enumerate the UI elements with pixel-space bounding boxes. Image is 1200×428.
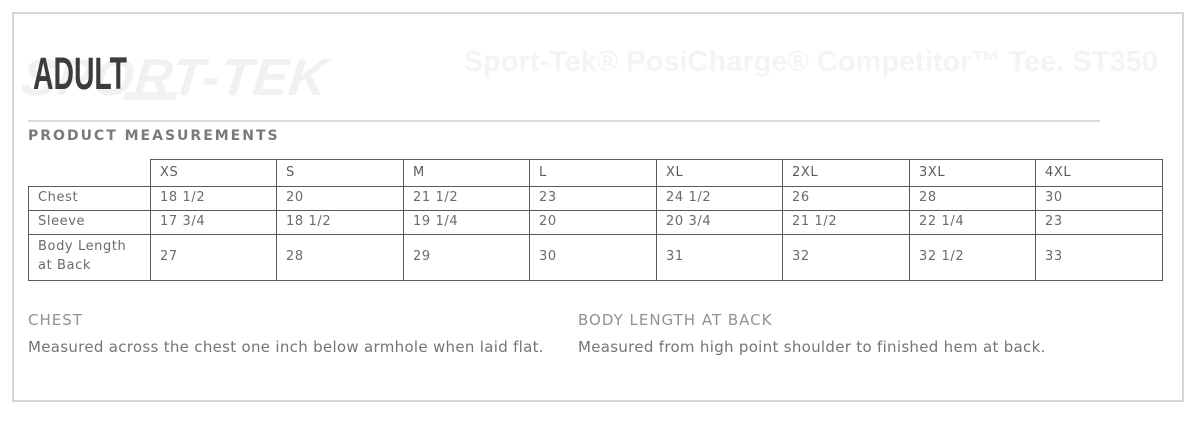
measurement-cell: 32 — [782, 233, 910, 281]
product-title-watermark: Sport-Tek® PosiCharge® Competitor™ Tee. … — [463, 46, 1158, 78]
size-column-header: XS — [150, 159, 277, 187]
definition-chest: CHEST Measured across the chest one inch… — [28, 311, 558, 356]
sport-tek-watermark-tagline-bar — [122, 92, 178, 100]
section-label-adult: ADULT — [33, 48, 127, 99]
measurement-cell: 31 — [656, 233, 783, 281]
measurement-cell: 22 1/4 — [909, 209, 1036, 235]
measurement-cell: 28 — [276, 233, 404, 281]
measurement-cell: 32 1/2 — [909, 233, 1036, 281]
definition-term: CHEST — [28, 311, 83, 329]
definition-description: Measured from high point shoulder to fin… — [578, 338, 1046, 356]
measurement-cell: 26 — [782, 186, 910, 211]
size-column-header: L — [529, 159, 657, 187]
table-row-chest: Chest 18 1/2 20 21 1/2 23 24 1/2 26 28 3… — [28, 186, 1163, 211]
measurement-cell: 18 1/2 — [276, 209, 404, 235]
size-chart-table: XS S M L XL 2XL 3XL 4XL Chest 18 1/2 20 … — [28, 159, 1163, 281]
row-label: Chest — [28, 186, 151, 211]
measurement-cell: 30 — [1035, 186, 1163, 211]
measurement-cell: 23 — [529, 186, 657, 211]
measurement-cell: 21 1/2 — [403, 186, 530, 211]
measurement-cell: 19 1/4 — [403, 209, 530, 235]
definition-term: BODY LENGTH AT BACK — [578, 311, 773, 329]
size-column-header: M — [403, 159, 530, 187]
measurement-cell: 20 — [529, 209, 657, 235]
size-column-header: S — [276, 159, 404, 187]
size-column-header: XL — [656, 159, 783, 187]
measurement-cell: 17 3/4 — [150, 209, 277, 235]
table-row-body-length-at-back: Body Length at Back 27 28 29 30 31 32 32… — [28, 233, 1163, 281]
measurement-cell: 29 — [403, 233, 530, 281]
measurement-cell: 20 — [276, 186, 404, 211]
size-column-header: 4XL — [1035, 159, 1163, 187]
measurement-cell: 21 1/2 — [782, 209, 910, 235]
definition-body-length-at-back: BODY LENGTH AT BACK Measured from high p… — [578, 311, 1158, 356]
measurement-cell: 20 3/4 — [656, 209, 783, 235]
size-column-header: 2XL — [782, 159, 910, 187]
size-column-header: 3XL — [909, 159, 1036, 187]
table-row-sleeve: Sleeve 17 3/4 18 1/2 19 1/4 20 20 3/4 21… — [28, 209, 1163, 235]
measurement-cell: 23 — [1035, 209, 1163, 235]
product-measurements-heading: PRODUCT MEASUREMENTS — [28, 128, 280, 144]
size-chart-corner-cell — [29, 160, 151, 187]
size-chart-header-row: XS S M L XL 2XL 3XL 4XL — [29, 159, 1163, 187]
measurement-cell: 28 — [909, 186, 1036, 211]
section-divider — [28, 120, 1100, 122]
measurement-cell: 24 1/2 — [656, 186, 783, 211]
row-label: Body Length at Back — [28, 233, 151, 281]
definition-description: Measured across the chest one inch below… — [28, 338, 544, 356]
row-label: Sleeve — [28, 209, 151, 235]
measurement-cell: 33 — [1035, 233, 1163, 281]
measurement-cell: 27 — [150, 233, 277, 281]
measurement-cell: 30 — [529, 233, 657, 281]
measurement-cell: 18 1/2 — [150, 186, 277, 211]
